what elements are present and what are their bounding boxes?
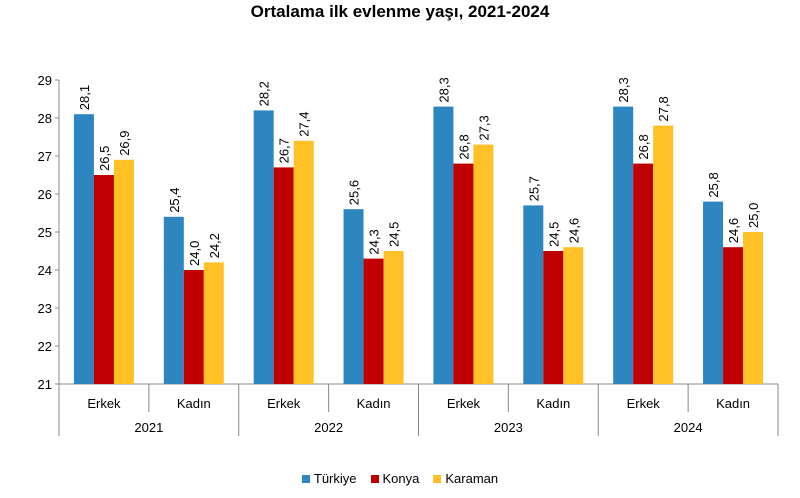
- bar-karaman: [563, 247, 584, 384]
- data-label: 24,0: [187, 241, 202, 266]
- bar-konya: [93, 175, 114, 384]
- category-label: Erkek: [267, 396, 301, 411]
- category-label: Kadın: [536, 396, 570, 411]
- legend-item-karaman: Karaman: [433, 471, 498, 486]
- bar-karaman: [743, 232, 764, 384]
- data-label: 24,6: [566, 218, 581, 243]
- category-label: Erkek: [627, 396, 661, 411]
- data-label: 25,4: [167, 187, 182, 212]
- chart-title: Ortalama ilk evlenme yaşı, 2021-2024: [250, 2, 550, 21]
- bar-türkiye: [703, 201, 724, 384]
- bar-türkiye: [253, 110, 274, 385]
- legend-label: Konya: [382, 471, 420, 486]
- data-label: 25,8: [706, 172, 721, 197]
- bar-türkiye: [523, 205, 544, 384]
- bar-karaman: [473, 144, 494, 384]
- bar-türkiye: [163, 216, 184, 384]
- bar-türkiye: [343, 209, 364, 384]
- data-label: 25,7: [526, 176, 541, 201]
- bar-karaman: [293, 140, 314, 384]
- y-tick-label: 28: [38, 111, 52, 126]
- category-label: Erkek: [447, 396, 481, 411]
- y-tick-label: 26: [38, 187, 52, 202]
- data-label: 26,8: [456, 134, 471, 159]
- bar-türkiye: [73, 114, 94, 384]
- data-label: 28,1: [77, 85, 92, 110]
- bar-karaman: [113, 159, 134, 384]
- bar-karaman: [653, 125, 674, 384]
- bar-konya: [363, 258, 384, 384]
- bar-chart: 21 22 23 24 25 26 27 28 29 28,1 26,5 26,9 Erkek 25,4 2…: [38, 73, 779, 436]
- legend-swatch-turkiye: [301, 474, 310, 483]
- data-label: 24,3: [367, 229, 382, 254]
- category-label: Kadın: [716, 396, 750, 411]
- bar-konya: [273, 167, 294, 384]
- data-label: 26,7: [277, 138, 292, 163]
- bar-konya: [543, 251, 564, 384]
- bar-türkiye: [433, 106, 454, 384]
- data-label: 27,8: [656, 96, 671, 121]
- data-label: 28,2: [257, 81, 272, 106]
- y-tick-label: 29: [38, 73, 52, 88]
- legend-item-konya: Konya: [370, 471, 420, 486]
- legend-label: Türkiye: [313, 471, 357, 486]
- data-label: 25,0: [746, 203, 761, 228]
- data-label: 24,2: [207, 233, 222, 258]
- bar-konya: [453, 163, 474, 384]
- bar-konya: [633, 163, 654, 384]
- bar-konya: [183, 270, 204, 384]
- data-label: 26,9: [117, 130, 132, 155]
- legend: Türkiye Konya Karaman: [0, 471, 800, 486]
- y-tick-label: 21: [38, 377, 52, 392]
- data-label: 27,3: [476, 115, 491, 140]
- y-tick-label: 25: [38, 225, 52, 240]
- data-label: 26,5: [97, 146, 112, 171]
- legend-swatch-karaman: [433, 474, 442, 483]
- data-label: 24,5: [546, 222, 561, 247]
- y-tick-label: 24: [38, 263, 52, 278]
- year-label: 2021: [134, 420, 163, 435]
- category-label: Erkek: [87, 396, 121, 411]
- year-label: 2022: [314, 420, 343, 435]
- data-label: 25,6: [347, 180, 362, 205]
- data-label: 24,6: [726, 218, 741, 243]
- data-label: 27,4: [297, 111, 312, 136]
- legend-label: Karaman: [445, 471, 499, 486]
- y-tick-label: 27: [38, 149, 52, 164]
- y-tick-label: 22: [38, 339, 52, 354]
- data-label: 28,3: [436, 77, 451, 102]
- year-label: 2023: [494, 420, 523, 435]
- category-label: Kadın: [177, 396, 211, 411]
- y-tick-label: 23: [38, 301, 52, 316]
- bar-konya: [723, 247, 744, 384]
- data-label: 24,5: [387, 222, 402, 247]
- year-label: 2024: [674, 420, 703, 435]
- bar-karaman: [383, 251, 404, 384]
- legend-swatch-konya: [370, 474, 379, 483]
- legend-item-turkiye: Türkiye: [301, 471, 357, 486]
- data-label: 26,8: [636, 134, 651, 159]
- bar-karaman: [203, 262, 224, 384]
- data-label: 28,3: [616, 77, 631, 102]
- category-label: Kadın: [357, 396, 391, 411]
- bar-türkiye: [613, 106, 634, 384]
